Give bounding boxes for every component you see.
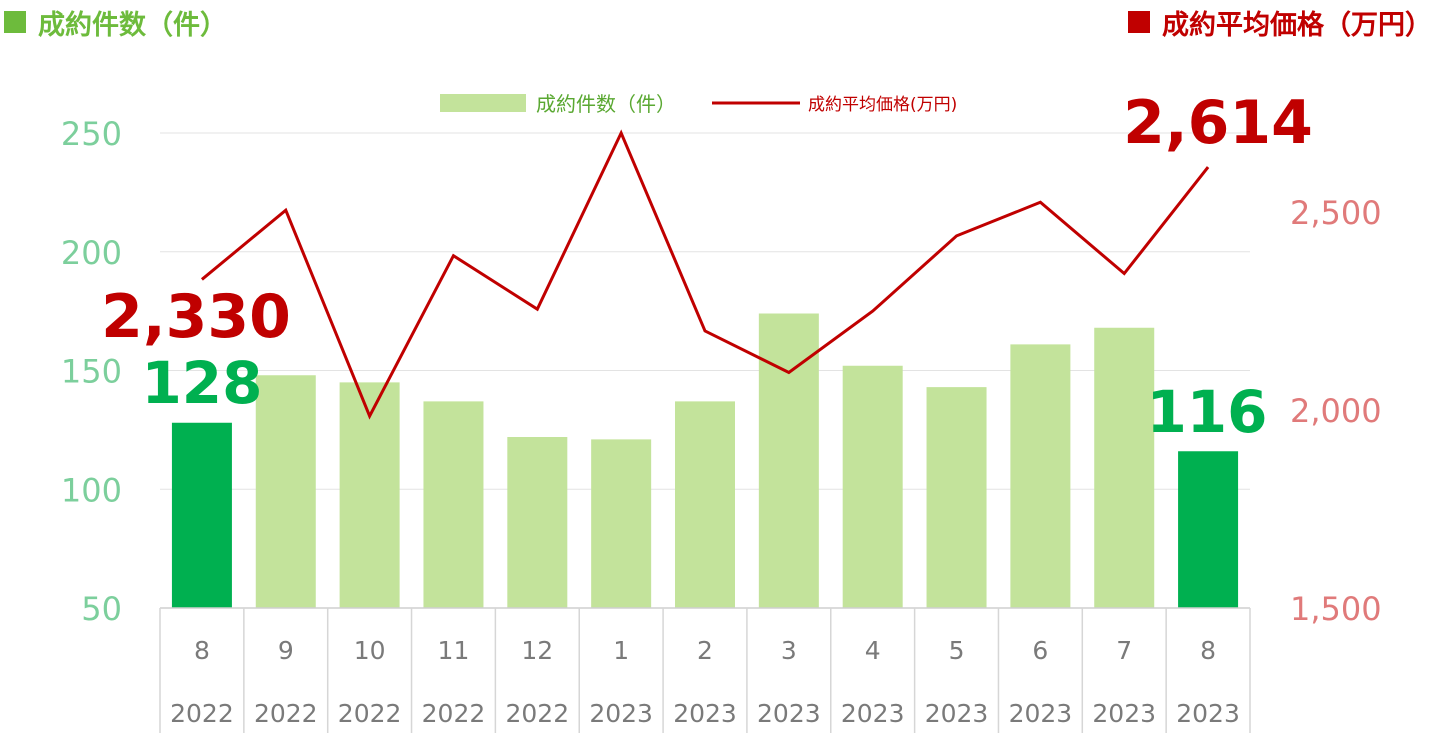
bar [842, 365, 903, 608]
left-tick-label: 100 [61, 471, 122, 509]
x-tick-year: 2023 [841, 699, 905, 728]
x-tick-year: 2023 [589, 699, 653, 728]
bar [171, 422, 232, 608]
x-tick-month: 3 [781, 636, 797, 665]
bar [1010, 344, 1071, 608]
x-tick-year: 2022 [338, 699, 402, 728]
bar [926, 387, 987, 608]
line-series [200, 129, 1210, 420]
legend-label-line: 成約平均価格(万円) [808, 95, 957, 115]
x-tick-month: 5 [949, 636, 965, 665]
x-tick-month: 7 [1116, 636, 1132, 665]
left-tick-label: 150 [61, 353, 122, 391]
left-axis-title: 成約件数（件） [4, 2, 227, 42]
left-axis-title-text: 成約件数（件） [38, 9, 227, 41]
right-axis-title: 成約平均価格（万円） [1128, 2, 1432, 42]
annotations: 2,330 2,614 128 116 [101, 88, 1313, 446]
left-tick-label: 50 [81, 590, 122, 628]
left-tick-label: 250 [61, 115, 122, 153]
bar [423, 401, 484, 608]
x-tick-year: 2022 [170, 699, 234, 728]
left-tick-label: 200 [61, 234, 122, 272]
x-tick-year: 2023 [673, 699, 737, 728]
x-tick-month: 4 [865, 636, 881, 665]
x-tick-year: 2023 [1009, 699, 1073, 728]
x-tick-month: 6 [1032, 636, 1048, 665]
x-tick-month: 9 [278, 636, 294, 665]
x-tick-year: 2022 [254, 699, 318, 728]
x-tick-year: 2022 [422, 699, 486, 728]
x-tick-month: 2 [697, 636, 713, 665]
right-tick-label: 2,500 [1290, 194, 1382, 232]
x-tick-year: 2023 [925, 699, 989, 728]
x-tick-year: 2023 [1092, 699, 1156, 728]
bar-series [171, 313, 1239, 608]
x-tick-year: 2022 [505, 699, 569, 728]
count-end-label: 116 [1146, 378, 1267, 446]
bar [255, 375, 316, 608]
right-axis-ticks: 1,500 2,000 2,500 [1290, 194, 1382, 628]
chart-legend: 成約件数（件） 成約平均価格(万円) [440, 92, 957, 116]
bar [1178, 451, 1239, 608]
left-axis-ticks: 50 100 150 200 250 [61, 115, 122, 628]
x-tick-month: 1 [613, 636, 629, 665]
bar [1094, 327, 1155, 608]
x-tick-month: 8 [1200, 636, 1216, 665]
bar [507, 437, 568, 608]
x-tick-month: 12 [521, 636, 553, 665]
bar [591, 439, 652, 608]
bar [339, 382, 400, 608]
price-start-label: 2,330 [101, 282, 291, 352]
bar [675, 401, 735, 608]
price-end-label: 2,614 [1123, 88, 1313, 158]
legend-square-price [1128, 11, 1150, 33]
count-start-label: 128 [141, 349, 262, 417]
x-tick-year: 2023 [1176, 699, 1240, 728]
right-axis-title-text: 成約平均価格（万円） [1162, 9, 1432, 41]
legend-square-count [4, 11, 26, 33]
x-tick-month: 8 [194, 636, 210, 665]
legend-swatch-bar [440, 94, 526, 112]
x-tick-year: 2023 [757, 699, 821, 728]
right-tick-label: 2,000 [1290, 392, 1382, 430]
right-tick-label: 1,500 [1290, 590, 1382, 628]
legend-label-bar: 成約件数（件） [536, 92, 676, 116]
x-tick-month: 11 [438, 636, 470, 665]
x-tick-month: 10 [354, 636, 386, 665]
